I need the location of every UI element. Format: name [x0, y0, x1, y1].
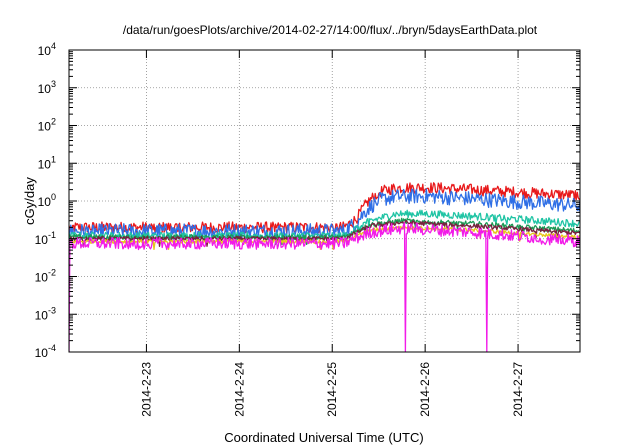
series-line-3: [69, 209, 580, 243]
series-line-6: [69, 225, 580, 251]
x-tick-label: 2014-2-27: [511, 362, 525, 417]
y-tick-label: 10-2: [35, 268, 56, 285]
x-tick-labels: 2014-2-23 2014-2-24 2014-2-25 2014-2-26 2014…: [139, 362, 525, 417]
series-line-7: [69, 222, 580, 352]
y-tick-label: 102: [38, 117, 56, 134]
y-tick-label: 10-4: [35, 343, 56, 360]
y-tick-labels: 10-4 10-3 10-2 10-1 100 101 102 103 104: [35, 41, 56, 360]
chart-title: /data/run/goesPlots/archive/2014-02-27/1…: [123, 23, 538, 37]
y-tick-label: 104: [38, 41, 56, 58]
x-tick-label: 2014-2-24: [232, 362, 246, 417]
axis-ticks: [69, 49, 580, 353]
y-axis-title: cGy/day: [22, 177, 37, 225]
x-tick-label: 2014-2-26: [418, 362, 432, 417]
y-tick-label: 103: [38, 79, 56, 96]
series-line-5: [69, 219, 580, 247]
y-tick-label: 10-3: [35, 305, 56, 322]
series-line-2: [69, 188, 580, 240]
x-tick-label: 2014-2-23: [139, 362, 153, 417]
series-lines: [69, 182, 580, 352]
y-tick-label: 100: [38, 192, 56, 209]
x-axis-title: Coordinated Universal Time (UTC): [224, 430, 423, 445]
y-tick-label: 101: [38, 154, 56, 171]
x-tick-label: 2014-2-25: [325, 362, 339, 417]
y-tick-label: 10-1: [35, 230, 56, 247]
